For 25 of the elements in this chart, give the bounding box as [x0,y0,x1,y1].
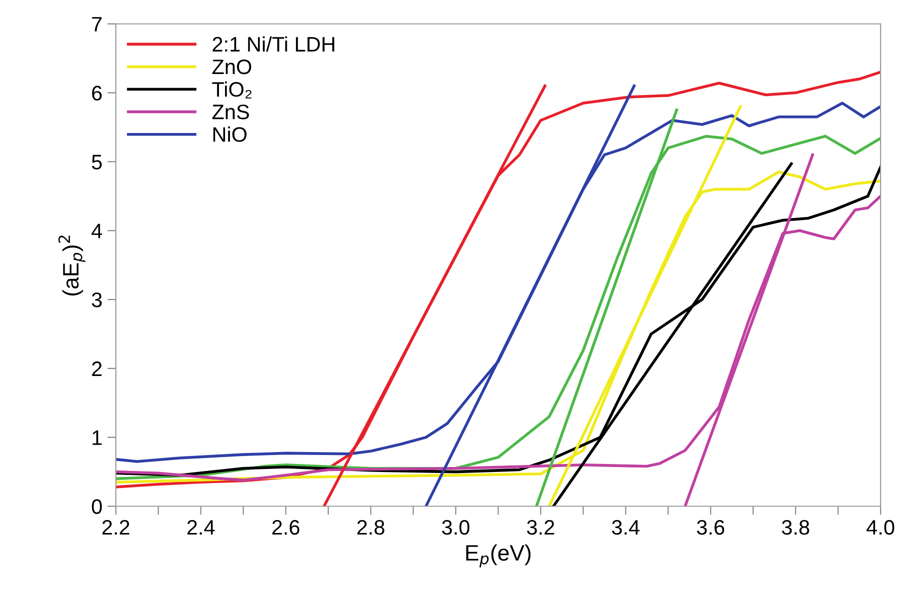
legend-label: ZnS [212,104,249,120]
legend-label: 2:1 Ni/Ti LDH [212,36,334,52]
x-tick-label: 3.0 [442,520,470,535]
y-tick-label: 0 [92,499,102,514]
x-tick-label: 3.2 [527,520,554,535]
x-tick-label: 2.6 [272,520,300,535]
x-tick-label: 2.8 [357,520,384,535]
legend-label: NiO [213,126,247,142]
y-tick-label: 4 [92,224,102,238]
y-tick-label: 1 [92,430,102,445]
x-tick-label: 3.4 [612,520,640,535]
y-tick-label: 5 [92,154,102,170]
x-tick-label: 4.0 [866,520,894,535]
y-tick-label: 3 [92,292,102,308]
x-tick-label: 2.4 [187,520,215,535]
x-tick-label: 2.2 [102,520,130,535]
y-tick-label: 6 [92,86,102,101]
legend-label: TiO₂ [212,81,252,98]
x-tick-label: 3.6 [696,520,724,535]
x-tick-label: 3.8 [782,520,810,535]
y-tick-label: 2 [92,361,102,376]
x-axis-title: E$_{p}$(eV) [466,544,531,568]
legend-label: ZnO [212,59,252,74]
y-tick-label: 7 [92,17,102,32]
y-axis-title: (aE$_{p}$)$^{2}$ [58,236,86,296]
